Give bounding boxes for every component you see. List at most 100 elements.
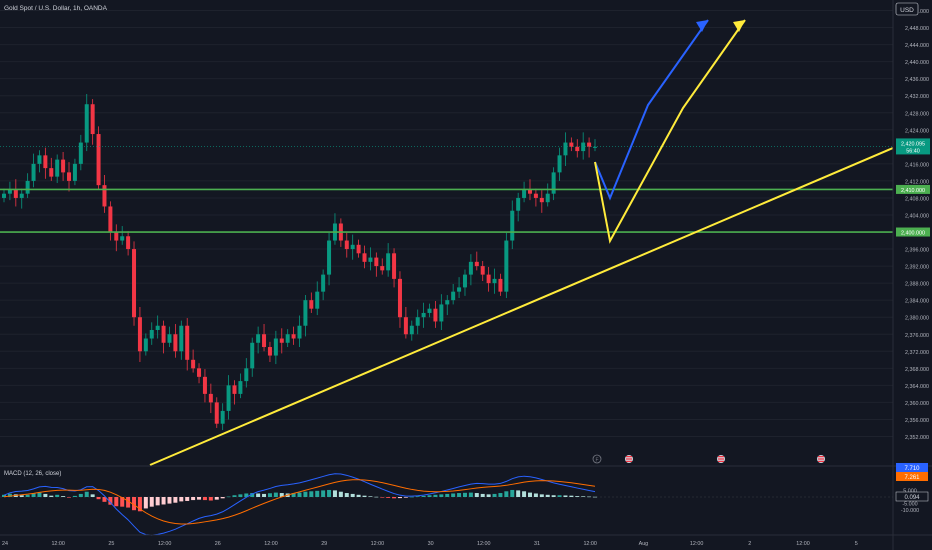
macd-histogram-bar — [84, 491, 89, 497]
price-tick-label: 2,368.000 — [905, 367, 929, 373]
macd-histogram-bar — [43, 493, 48, 497]
candle-body — [173, 334, 178, 352]
candle-body — [587, 142, 592, 147]
macd-histogram-bar — [232, 495, 237, 497]
candle-body — [185, 325, 190, 360]
macd-histogram-bar — [114, 497, 119, 507]
macd-histogram-bar — [185, 497, 190, 501]
candle-body — [498, 278, 503, 292]
us-flag-icon[interactable] — [625, 455, 633, 463]
candle-body — [267, 347, 272, 356]
macd-histogram-bar — [575, 496, 580, 497]
candle-body — [327, 240, 332, 275]
macd-pane[interactable]: MACD (12, 26, close) 5.000-5.000-10.000 … — [0, 463, 932, 536]
candle-body — [285, 334, 290, 343]
projection-yellow-path[interactable] — [594, 19, 746, 244]
macd-histogram-bar — [179, 497, 184, 502]
candle-body — [191, 359, 196, 369]
macd-histogram-bar — [380, 497, 385, 498]
time-axis-label: 29 — [321, 541, 327, 547]
macd-histogram-bar — [545, 494, 550, 497]
candle-body — [415, 317, 420, 326]
time-axis-label: 12:00 — [690, 541, 704, 547]
candle-body — [84, 104, 89, 143]
macd-histogram-bar — [397, 497, 402, 499]
candle-body — [462, 274, 467, 288]
candle-body — [380, 266, 385, 271]
time-axis-label: 24 — [2, 541, 8, 547]
time-axis-label: 30 — [428, 541, 434, 547]
candle-body — [356, 244, 361, 254]
candle-body — [90, 104, 95, 135]
horizontal-levels[interactable] — [0, 146, 893, 233]
candle-body — [13, 189, 18, 198]
macd-tick-label: -5.000 — [902, 502, 917, 508]
time-axis[interactable]: 24 12:00 25 12:00 26 12:00 29 12:00 30 12:00 31 12:… — [0, 534, 932, 547]
macd-histogram-bar — [297, 492, 302, 497]
macd-histogram-bar — [486, 494, 491, 497]
time-axis-label: 12:00 — [796, 541, 810, 547]
candle-body — [344, 240, 349, 250]
macd-histogram-bar — [492, 493, 497, 497]
candle-body — [78, 142, 83, 164]
candle-body — [43, 155, 48, 169]
candle-body — [114, 232, 119, 241]
time-axis-label: 2 — [748, 541, 751, 547]
current-price-label: 2,420.095 — [901, 141, 925, 147]
candle-body — [350, 244, 355, 250]
macd-title[interactable]: MACD (12, 26, close) — [4, 471, 61, 477]
macd-axis-ticks: 5.000 -5.000-10.000 — [901, 489, 919, 515]
candle-body — [49, 168, 54, 177]
currency-badge[interactable] — [895, 2, 919, 16]
price-tick-label: 2,356.000 — [905, 418, 929, 424]
candle-body — [137, 317, 142, 352]
us-flag-icon[interactable] — [717, 455, 725, 463]
macd-histogram-bar — [250, 493, 255, 497]
candle-body — [510, 210, 515, 241]
projection-blue-path[interactable] — [594, 19, 709, 201]
candle-body — [167, 334, 172, 343]
candle-body — [486, 274, 491, 284]
macd-histogram-bar — [510, 489, 515, 497]
macd-histogram-bar — [279, 493, 284, 497]
candle-body — [55, 159, 60, 177]
candle-body — [25, 180, 30, 194]
event-markers[interactable]: F — [592, 454, 825, 464]
time-axis-label: 12:00 — [477, 541, 491, 547]
macd-histogram-bar — [208, 497, 213, 501]
candle-body — [220, 410, 225, 424]
macd-histogram-bar — [539, 494, 544, 497]
candle-body — [262, 334, 267, 348]
earnings-marker-glyph: F — [595, 458, 598, 464]
macd-histogram-bar — [581, 496, 586, 497]
candle-body — [61, 159, 66, 173]
macd-histogram-bar — [327, 489, 332, 497]
candle-body — [72, 163, 77, 181]
earnings-marker-icon[interactable] — [592, 454, 602, 464]
macd-histogram-bar — [72, 495, 77, 497]
countdown-label: 56:40 — [906, 148, 920, 154]
drawing-tools-layer[interactable] — [149, 19, 901, 466]
macd-histogram-bar — [25, 494, 30, 497]
macd-line — [3, 473, 596, 536]
macd-histogram-bar — [108, 497, 113, 505]
price-tick-label: 2,412.000 — [905, 179, 929, 185]
symbol-title[interactable]: Gold Spot / U.S. Dollar, 1h, OANDA — [4, 5, 108, 12]
macd-histogram-bar — [126, 497, 131, 508]
candle-body — [557, 155, 562, 173]
candle-body — [2, 193, 6, 198]
macd-histogram-bar — [173, 497, 178, 503]
us-flag-icon[interactable] — [817, 455, 825, 463]
candle-body — [244, 368, 249, 382]
candle-body — [202, 376, 207, 394]
macd-histogram-bar — [386, 497, 391, 498]
histogram-value-label: 0.094 — [904, 495, 920, 501]
candle-body — [533, 193, 538, 198]
macd-histogram-bar — [155, 497, 160, 506]
macd-histogram-bar — [516, 490, 521, 497]
macd-histogram-bar — [433, 494, 438, 497]
trend-line[interactable] — [149, 144, 901, 466]
candle-body — [226, 385, 231, 411]
